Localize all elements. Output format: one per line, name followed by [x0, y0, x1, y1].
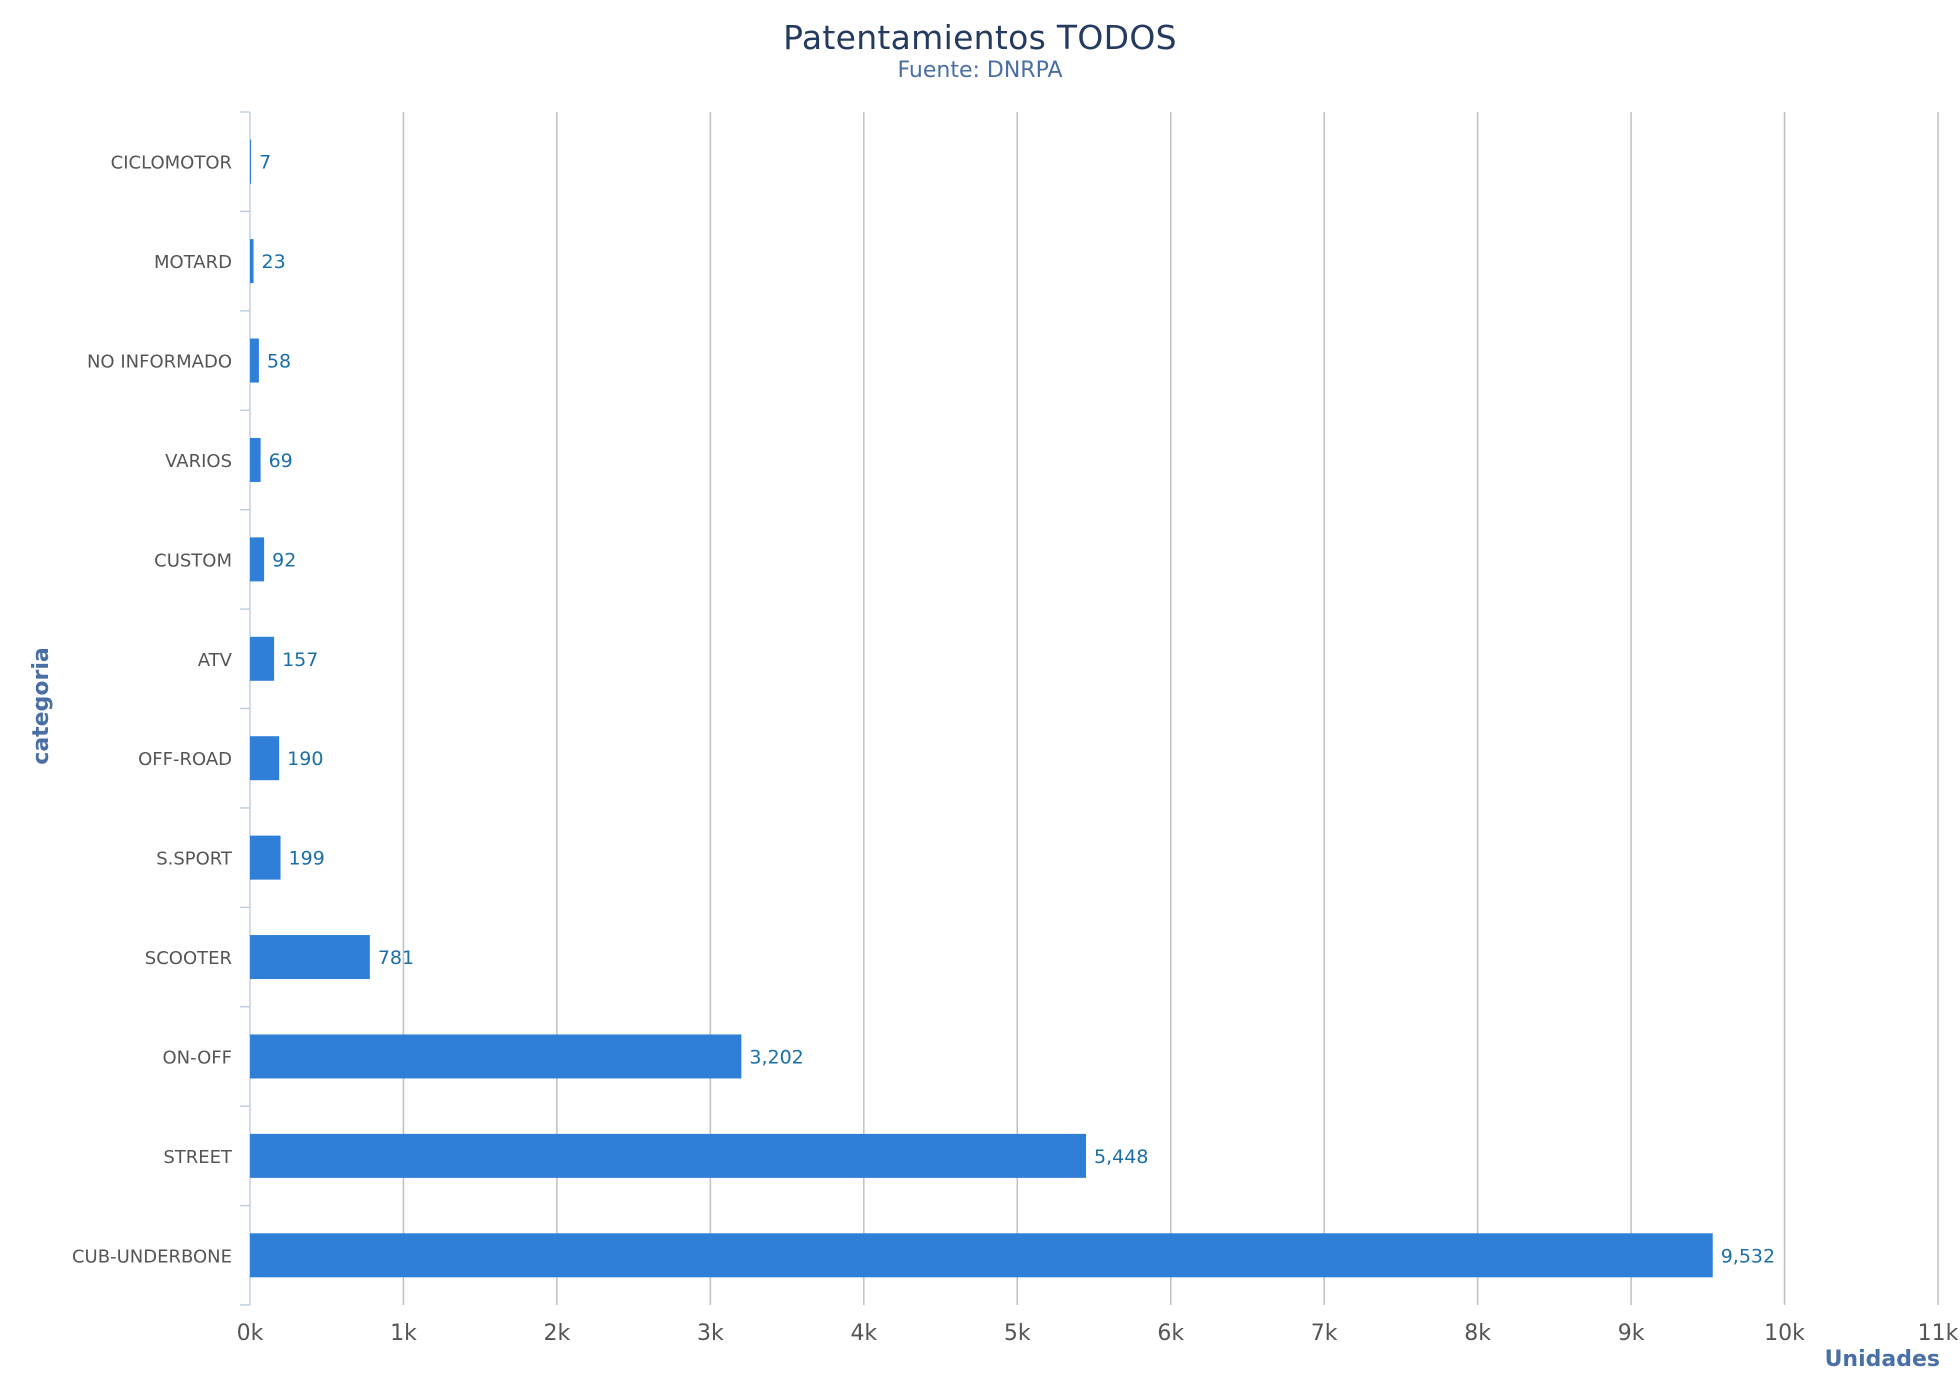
bar [250, 935, 370, 980]
x-tick-label: 11k [1918, 1321, 1959, 1346]
data-labels: 7 23 58 69 92 157 190 199 781 3,202 5,448 9,532 [259, 152, 1775, 1268]
bar [250, 1233, 1713, 1278]
value-axis-ticks: 0k 1k 2k 3k 4k 5k 6k 7k 8k 9k 10k 11k [237, 1321, 1959, 1346]
data-label: 69 [269, 450, 293, 472]
category-label: CUSTOM [154, 550, 232, 571]
data-label: 3,202 [749, 1046, 803, 1068]
category-label: NO INFORMADO [87, 352, 232, 373]
bar [250, 1133, 1087, 1178]
x-tick-label: 6k [1157, 1321, 1184, 1346]
x-tick-label: 2k [544, 1321, 571, 1346]
x-tick-label: 7k [1311, 1321, 1338, 1346]
bar [250, 139, 252, 184]
x-tick-label: 9k [1618, 1321, 1645, 1346]
x-tick-label: 10k [1764, 1321, 1805, 1346]
category-label: CUB-UNDERBONE [72, 1246, 232, 1267]
x-tick-label: 0k [237, 1321, 264, 1346]
bar [250, 636, 275, 681]
bar [250, 437, 261, 482]
category-label: VARIOS [165, 451, 232, 472]
bar [250, 239, 254, 284]
category-label: CICLOMOTOR [111, 153, 232, 174]
category-label: S.SPORT [156, 849, 233, 870]
category-label: MOTARD [154, 252, 232, 273]
bar [250, 1034, 742, 1079]
grid-lines [402, 112, 1939, 1305]
category-label: SCOOTER [145, 948, 232, 969]
data-label: 7 [259, 152, 271, 174]
chart-title: Patentamientos TODOS [783, 18, 1177, 57]
x-tick-label: 5k [1004, 1321, 1031, 1346]
category-label: OFF-ROAD [138, 749, 232, 770]
category-label: STREET [163, 1147, 233, 1168]
data-label: 23 [262, 251, 286, 273]
x-tick-label: 1k [390, 1321, 417, 1346]
x-tick-label: 8k [1464, 1321, 1491, 1346]
data-label: 199 [289, 848, 325, 870]
data-label: 157 [282, 649, 318, 671]
x-axis-title: Unidades [1825, 1347, 1940, 1372]
bar [250, 537, 265, 582]
category-label: ON-OFF [162, 1047, 232, 1068]
data-label: 190 [287, 748, 323, 770]
x-tick-label: 4k [850, 1321, 877, 1346]
data-label: 5,448 [1094, 1146, 1148, 1168]
bar [250, 736, 280, 781]
chart-subtitle: Fuente: DNRPA [897, 58, 1063, 83]
data-label: 781 [378, 947, 414, 969]
bar-series [250, 139, 1713, 1278]
bar [250, 835, 281, 880]
bar [250, 338, 259, 383]
data-label: 58 [267, 351, 291, 373]
category-axis [240, 111, 251, 1306]
data-label: 92 [272, 549, 296, 571]
y-axis-title: categoria [29, 647, 54, 764]
data-label: 9,532 [1721, 1245, 1775, 1267]
category-labels: CICLOMOTOR MOTARD NO INFORMADO VARIOS CUSTOM… [72, 153, 233, 1268]
x-tick-label: 3k [697, 1321, 724, 1346]
category-label: ATV [198, 650, 233, 671]
